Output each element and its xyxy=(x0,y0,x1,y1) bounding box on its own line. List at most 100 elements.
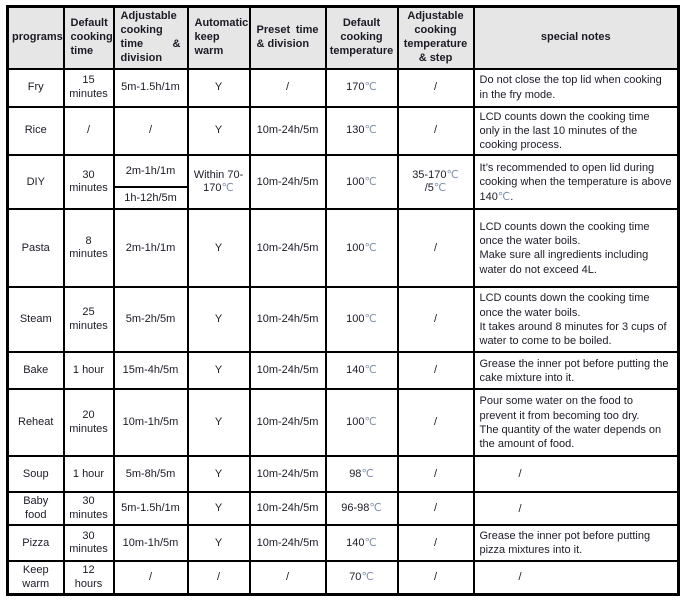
cell-default-time: 20 minutes xyxy=(62,388,115,458)
cell-default-time: 30 minutes xyxy=(62,491,115,527)
col-header-preset-time: Preset time & division xyxy=(248,5,327,70)
cell-keep-warm: Y xyxy=(186,208,251,289)
cell-special-notes: Grease the inner pot before putting the … xyxy=(472,351,680,391)
cell-default-time: 30 minutes xyxy=(62,524,115,563)
cell-keep-warm: Y xyxy=(186,491,251,527)
cell-default-time: 12 hours xyxy=(62,560,115,596)
cell-default-temp: 70℃ xyxy=(324,560,399,596)
cell-special-notes: LCD counts down the cooking time once th… xyxy=(472,286,680,354)
cell-adjustable-temp: / xyxy=(396,491,475,527)
table-row-diy-sub: 1h-12h/5m xyxy=(8,186,679,211)
cell-adjustable-temp: / xyxy=(396,286,475,354)
cell-default-temp: 100℃ xyxy=(324,286,399,354)
cell-keep-warm: Y xyxy=(186,351,251,391)
cell-preset: 10m-24h/5m xyxy=(248,351,327,391)
cell-default-time: 1 hour xyxy=(62,351,115,391)
cell-preset: / xyxy=(248,67,327,108)
table-header: programs Default cooking time Adjustable… xyxy=(6,5,680,70)
cell-adjustable-time: 5m-1.5h/1m xyxy=(112,491,189,527)
cooking-programs-table: programs Default cooking time Adjustable… xyxy=(6,5,680,596)
cell-special-notes: LCD counts down the cooking time only in… xyxy=(472,105,680,157)
header-row: programs Default cooking time Adjustable… xyxy=(6,5,680,70)
table-body: Fry 15 minutes 5m-1.5h/1m Y / 170℃ / Do … xyxy=(6,67,680,596)
table-row-soup: Soup 1 hour 5m-8h/5m Y 10m-24h/5m 98℃ / … xyxy=(6,455,680,494)
cell-preset: 10m-24h/5m xyxy=(248,105,327,157)
cell-default-temp: 100℃ xyxy=(324,208,399,289)
cell-preset: 10m-24h/5m xyxy=(248,388,327,458)
cell-default-time: 8 minutes xyxy=(62,208,115,289)
cell-preset: 10m-24h/5m xyxy=(248,286,327,354)
cell-adjustable-temp: / xyxy=(396,67,475,108)
cell-preset: 10m-24h/5m xyxy=(248,455,327,494)
cell-default-temp: 100℃ xyxy=(324,388,399,458)
cell-keep-warm: / xyxy=(186,560,251,596)
cell-adjustable-temp: / xyxy=(396,351,475,391)
table-row-fry: Fry 15 minutes 5m-1.5h/1m Y / 170℃ / Do … xyxy=(6,67,680,108)
cell-default-temp: 140℃ xyxy=(324,351,399,391)
cell-adjustable-temp: / xyxy=(396,105,475,157)
cell-program: DIY xyxy=(6,154,65,211)
cell-default-time: / xyxy=(62,105,115,157)
cell-keep-warm: Within 70-170℃ xyxy=(186,154,251,211)
cell-special-notes: It’s recommended to open lid during cook… xyxy=(472,154,680,211)
table-row-pizza: Pizza 30 minutes 10m-1h/5m Y 10m-24h/5m … xyxy=(6,524,680,563)
cell-special-notes: / xyxy=(472,455,680,494)
cell-adjustable-time: 10m-1h/5m xyxy=(112,388,189,458)
cell-default-temp: 98℃ xyxy=(324,455,399,494)
cell-preset: 10m-24h/5m xyxy=(248,208,327,289)
table-row-rice: Rice / / Y 10m-24h/5m 130℃ / LCD counts … xyxy=(6,105,680,157)
col-header-automatic-keep-warm: Automatic keep warm xyxy=(186,5,251,70)
cell-default-time: 1 hour xyxy=(62,455,115,494)
cell-adjustable-time: / xyxy=(112,105,189,157)
cell-adjustable-temp: / xyxy=(396,524,475,563)
cell-keep-warm: Y xyxy=(186,286,251,354)
cell-program: Fry xyxy=(6,67,65,108)
cell-keep-warm: Y xyxy=(186,455,251,494)
cell-default-time: 30 minutes xyxy=(62,154,115,211)
cell-keep-warm: Y xyxy=(186,105,251,157)
cell-adjustable-temp: 35-170℃ /5℃ xyxy=(396,154,475,211)
cell-adjustable-time: 10m-1h/5m xyxy=(112,524,189,563)
cell-adjustable-time: 5m-8h/5m xyxy=(112,455,189,494)
table-row-baby-food: Baby food 30 minutes 5m-1.5h/1m Y 10m-24… xyxy=(6,491,680,527)
col-header-adjustable-cooking-time: Adjustable cooking time & division xyxy=(112,5,189,70)
cell-program: Steam xyxy=(6,286,65,354)
cell-keep-warm: Y xyxy=(186,524,251,563)
table-row-keep-warm: Keep warm 12 hours / / / 70℃ / / xyxy=(6,560,680,596)
cell-adjustable-temp: / xyxy=(396,388,475,458)
cell-special-notes: Grease the inner pot before putting pizz… xyxy=(472,524,680,563)
cell-default-temp: 170℃ xyxy=(324,67,399,108)
table-row-steam: Steam 25 minutes 5m-2h/5m Y 10m-24h/5m 1… xyxy=(6,286,680,354)
table-row-reheat: Reheat 20 minutes 10m-1h/5m Y 10m-24h/5m… xyxy=(6,388,680,458)
cell-program: Bake xyxy=(6,351,65,391)
cell-preset: 10m-24h/5m xyxy=(248,524,327,563)
cell-adjustable-time-top: 2m-1h/1m xyxy=(112,154,189,189)
cell-adjustable-time: 5m-1.5h/1m xyxy=(112,67,189,108)
cell-program: Keep warm xyxy=(6,560,65,596)
cell-default-time: 25 minutes xyxy=(62,286,115,354)
cell-default-temp: 96-98℃ xyxy=(324,491,399,527)
cell-program: Pizza xyxy=(6,524,65,563)
cell-program: Baby food xyxy=(6,491,65,527)
cell-keep-warm: Y xyxy=(186,388,251,458)
cell-adjustable-time: 5m-2h/5m xyxy=(112,286,189,354)
cell-adjustable-temp: / xyxy=(396,455,475,494)
col-header-programs: programs xyxy=(6,5,65,70)
cell-special-notes: / xyxy=(472,491,680,527)
table-row-diy: DIY 30 minutes 2m-1h/1m Within 70-170℃ 1… xyxy=(6,154,680,211)
cell-special-notes: / xyxy=(472,560,680,596)
cell-program: Soup xyxy=(6,455,65,494)
col-header-special-notes: special notes xyxy=(472,5,680,70)
cell-adjustable-time: 15m-4h/5m xyxy=(112,351,189,391)
table-row-bake: Bake 1 hour 15m-4h/5m Y 10m-24h/5m 140℃ … xyxy=(6,351,680,391)
cell-default-time: 15 minutes xyxy=(62,67,115,108)
cell-default-temp: 130℃ xyxy=(324,105,399,157)
cell-adjustable-time: 2m-1h/1m xyxy=(112,208,189,289)
col-header-adjustable-cooking-temperature: Adjustable cooking temperature & step xyxy=(396,5,475,70)
cell-preset: 10m-24h/5m xyxy=(248,491,327,527)
cell-default-temp: 140℃ xyxy=(324,524,399,563)
cell-special-notes: LCD counts down the cooking time once th… xyxy=(472,208,680,289)
cell-preset: 10m-24h/5m xyxy=(248,154,327,211)
cell-special-notes: Pour some water on the food to prevent i… xyxy=(472,388,680,458)
